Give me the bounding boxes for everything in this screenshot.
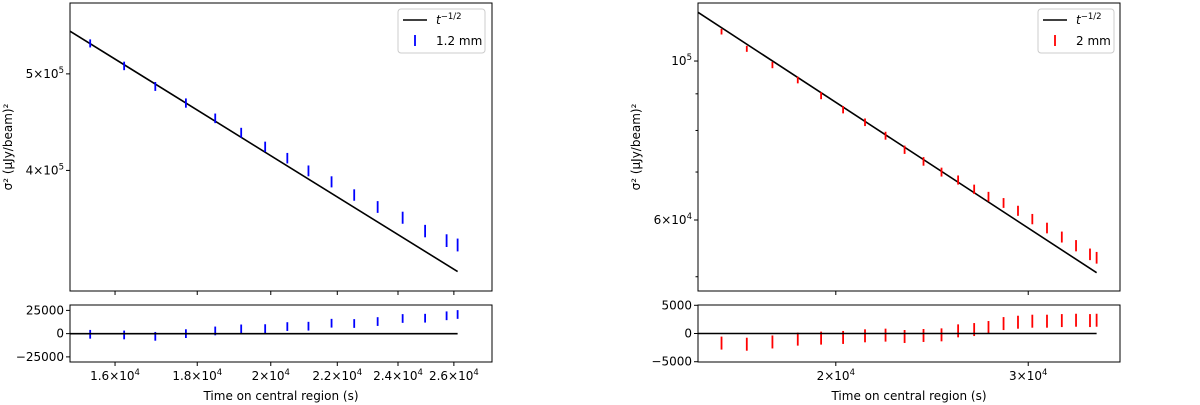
y-axis-label: σ² (μJy/beam)² <box>1 103 15 190</box>
legend-fit-label: t−1/2 <box>1076 12 1102 27</box>
main-axes-frame <box>69 2 493 292</box>
y-axis-label: σ² (μJy/beam)² <box>629 103 643 190</box>
y-tick-label: 4×105 <box>26 162 64 177</box>
y-tick-label: 5×105 <box>26 66 64 81</box>
x-axis-label: Time on central region (s) <box>202 389 358 403</box>
residual-y-tick-label: 0 <box>684 327 692 341</box>
x-tick-label: 1.6×104 <box>90 368 140 383</box>
panel-1: 1.6×104 1.8×104 2×104 2.2×104 2.4×104 2.6×104… <box>1 2 493 403</box>
x-tick-label: 3×104 <box>1009 368 1047 383</box>
main-axes-frame <box>697 2 1121 292</box>
x-tick-label: 2.4×104 <box>373 368 423 383</box>
legend-data-label: 2 mm <box>1076 34 1111 48</box>
y-tick-label: 105 <box>671 53 692 68</box>
residual-y-tick-label: 5000 <box>661 298 692 312</box>
x-tick-label: 1.8×104 <box>172 368 222 383</box>
residual-y-tick-label: −5000 <box>651 355 692 369</box>
legend-data-label: 1.2 mm <box>436 34 482 48</box>
x-tick-label: 2.2×104 <box>312 368 362 383</box>
y-tick-label: 6×104 <box>654 212 692 227</box>
panel-2: 2×104 3×104 105 6×104 5000 0 −5000 Time on cent… <box>629 2 1121 403</box>
x-tick-label: 2×104 <box>817 368 855 383</box>
x-axis-label: Time on central region (s) <box>830 389 986 403</box>
x-tick-label: 2×104 <box>252 368 290 383</box>
x-tick-label: 2.6×104 <box>429 368 479 383</box>
legend: t−1/2 1.2 mm <box>397 8 486 54</box>
legend: t−1/2 2 mm <box>1037 8 1115 54</box>
fit-line <box>697 11 1098 274</box>
residual-y-tick-label: −25000 <box>16 350 64 364</box>
fit-line <box>69 30 459 273</box>
residual-y-tick-label: 0 <box>56 327 64 341</box>
residual-y-tick-label: 25000 <box>26 303 64 317</box>
legend-fit-label: t−1/2 <box>436 12 462 27</box>
